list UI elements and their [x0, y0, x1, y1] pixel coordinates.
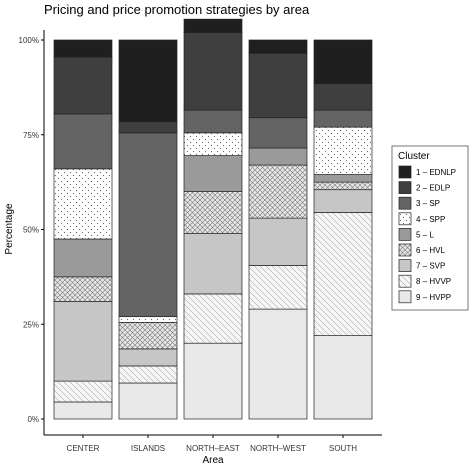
bar-segment — [118, 132, 178, 318]
bar-segment — [183, 32, 243, 111]
legend-swatch — [398, 212, 412, 226]
y-tick-label: 50% — [23, 226, 39, 235]
legend: Cluster 1 – EDNLP 2 – EDLP 3 – SP 4 – SPP 5 … — [391, 145, 469, 311]
bar-segment — [118, 348, 178, 367]
bar-segment — [313, 212, 373, 336]
bar-segment — [313, 181, 373, 191]
bar-segment — [118, 39, 178, 122]
bar-segment — [313, 335, 373, 420]
bar-segment — [118, 365, 178, 384]
x-tick-label: CENTER — [67, 444, 100, 453]
legend-swatch — [398, 196, 412, 210]
y-tick-label: 75% — [23, 131, 39, 140]
bar-segment — [53, 56, 113, 115]
bar-segment — [248, 39, 308, 54]
bar-segment — [248, 217, 308, 266]
bar-segment — [53, 276, 113, 302]
x-tick-label: ISLANDS — [131, 444, 165, 453]
bar-segment — [248, 117, 308, 149]
bar-segment — [248, 52, 308, 119]
bar-segment — [248, 147, 308, 166]
bar-segment — [53, 168, 113, 240]
bars-layer — [53, 18, 373, 420]
bar-segment — [248, 164, 308, 219]
bar-segment — [53, 301, 113, 382]
bar-segment — [313, 109, 373, 128]
bar-segment — [313, 126, 373, 175]
legend-swatch — [398, 290, 412, 304]
legend-swatch — [398, 274, 412, 288]
y-axis: 0% 25% 50% 75% 100% — [19, 36, 44, 424]
y-tick-label: 25% — [23, 320, 39, 329]
bar-segment — [183, 293, 243, 344]
legend-label: 2 – EDLP — [416, 184, 450, 193]
bar-segment — [118, 322, 178, 350]
bar-segment — [53, 238, 113, 278]
legend-label: 9 – HVPP — [416, 293, 451, 302]
bar-segment — [53, 380, 113, 403]
bar-segment — [53, 113, 113, 170]
bar-segment — [53, 401, 113, 420]
legend-label: 5 – L — [416, 230, 434, 239]
bar-segment — [248, 308, 308, 420]
legend-swatch — [398, 259, 412, 272]
bar-segment — [313, 189, 373, 213]
y-tick-label: 0% — [27, 415, 39, 424]
bar-segment — [118, 316, 178, 323]
chart-title: Pricing and price promotion strategies b… — [44, 2, 310, 17]
bar-segment — [313, 174, 373, 183]
legend-swatch — [398, 181, 412, 194]
legend-label: 3 – SP — [416, 199, 440, 208]
bar-segment — [183, 342, 243, 420]
bar-segment — [183, 109, 243, 134]
legend-swatch — [398, 228, 412, 241]
bar-segment — [313, 83, 373, 111]
bar-segment — [118, 121, 178, 134]
x-axis-title: Area — [202, 455, 224, 466]
legend-label: 1 – EDNLP — [416, 168, 456, 177]
x-axis: CENTER ISLANDS NORTH–EAST NORTH–WEST SOUTH — [67, 435, 357, 453]
bar-segment — [313, 39, 373, 84]
y-axis-title: Percentage — [4, 203, 15, 255]
bar-segment — [183, 132, 243, 156]
x-tick-label: SOUTH — [329, 444, 357, 453]
x-tick-label: NORTH–WEST — [250, 444, 306, 453]
legend-label: 6 – HVL — [416, 246, 445, 255]
y-tick-label: 100% — [19, 36, 39, 45]
bar-segment — [53, 39, 113, 58]
x-tick-label: NORTH–EAST — [186, 444, 240, 453]
bar-segment — [118, 382, 178, 420]
bar-segment — [183, 232, 243, 295]
legend-label: 4 – SPP — [416, 215, 445, 224]
bar-segment — [183, 155, 243, 192]
legend-label: 8 – HVVP — [416, 277, 451, 286]
legend-swatch — [398, 243, 412, 257]
legend-swatch — [398, 165, 412, 179]
bar-segment — [183, 191, 243, 234]
bar-segment — [248, 265, 308, 310]
legend-label: 7 – SVP — [416, 262, 445, 271]
bar-segment — [183, 18, 243, 33]
legend-title: Cluster — [398, 151, 430, 162]
